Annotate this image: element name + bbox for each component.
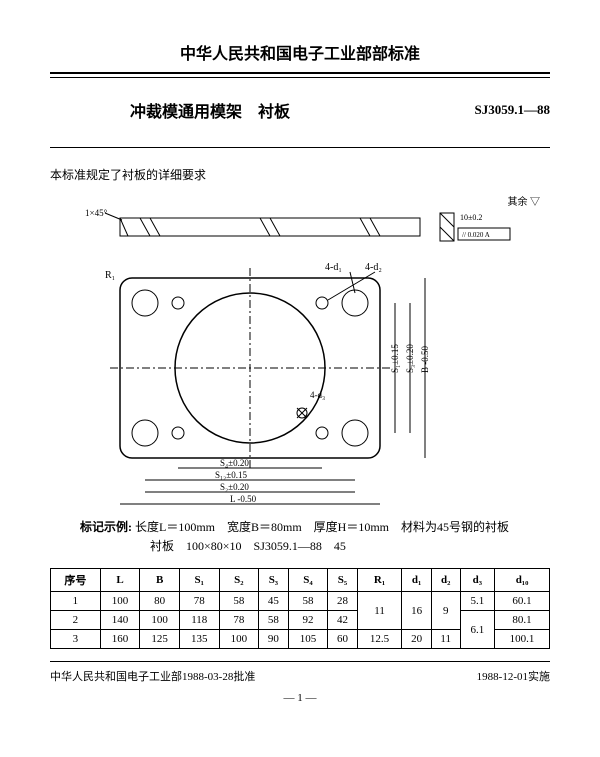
thin-rule [50,147,550,148]
marking-example: 标记示例: 长度L＝100mm 宽度B＝80mm 厚度H＝10mm 材料为45号… [50,518,550,556]
col-r1: R₁ [357,569,402,592]
hole-d3 [297,408,307,418]
col-s2: S₂ [219,569,259,592]
plan-view: R₁ 4-d₁ 4-d₂ 4-d₃ S₄±0.20 S₁₂±0.15 S₂±0.… [105,262,430,504]
dim-l: L -0.50 [230,494,257,504]
dim-h: 10±0.2 [460,213,482,222]
dim-b: B -0.50 [420,346,430,374]
dim-s2: S₂±0.20 [220,482,249,492]
dimension-table: 序号 L B S₁ S₂ S₃ S₄ S₅ R₁ d₁ d₂ d₃ d₁₀ 1 … [50,568,550,649]
example-line2: 衬板 100×80×10 SJ3059.1—88 45 [150,537,550,556]
callout-4d1: 4-d₁ [325,262,342,273]
footer-right: 1988-12-01实施 [477,668,550,684]
table-row: 2 140 100 118 78 58 92 42 6.1 80.1 [51,611,550,630]
footer-rule [50,661,550,662]
dim-s1: S₁±0.15 [390,344,400,373]
dim-s4: S₄±0.20 [220,458,249,468]
table-header-row: 序号 L B S₁ S₂ S₃ S₄ S₅ R₁ d₁ d₂ d₃ d₁₀ [51,569,550,592]
callout-r1: R₁ [105,270,115,281]
col-d1: d₁ [402,569,431,592]
dim-s3: S₃±0.20 [405,344,415,373]
top-view: 1×45° 10±0.2 // 0.020 A [85,208,510,241]
header-rule [50,72,550,78]
callout-4d2: 4-d₂ [365,262,382,273]
intro-text: 本标准规定了衬板的详细要求 [50,166,550,183]
org-title: 中华人民共和国电子工业部部标准 [50,40,550,64]
col-d2: d₂ [431,569,460,592]
col-s4: S₄ [288,569,328,592]
subtitle-row: 冲裁模通用模架 衬板 SJ3059.1—88 [50,98,550,122]
standard-code: SJ3059.1—88 [475,102,550,118]
diagram-svg: 1×45° 10±0.2 // 0.020 A [50,198,550,508]
document-page: 中华人民共和国电子工业部部标准 冲裁模通用模架 衬板 SJ3059.1—88 本… [0,0,600,724]
table-row: 1 100 80 78 58 45 58 28 11 16 9 5.1 60.1 [51,592,550,611]
col-s1: S₁ [179,569,219,592]
col-b: B [140,569,180,592]
col-d10: d₁₀ [495,569,550,592]
col-s5: S₅ [328,569,357,592]
doc-title: 冲裁模通用模架 衬板 [130,98,290,122]
surface-finish-note: 其余 ▽ [508,193,541,208]
col-seq: 序号 [51,569,101,592]
footer-left: 中华人民共和国电子工业部1988-03-28批准 [50,668,255,684]
dim-s12: S₁₂±0.15 [215,470,247,480]
col-l: L [100,569,140,592]
callout-4d3: 4-d₃ [310,390,325,400]
example-line1: 标记示例: 长度L＝100mm 宽度B＝80mm 厚度H＝10mm 材料为45号… [80,518,550,537]
page-number: — 1 — [50,692,550,704]
col-s3: S₃ [259,569,288,592]
flat-tol: // 0.020 A [462,231,490,239]
chamfer-label: 1×45° [85,208,108,218]
engineering-diagram: 其余 ▽ 1×45° 10±0.2 [50,198,550,508]
footer-row: 中华人民共和国电子工业部1988-03-28批准 1988-12-01实施 [50,668,550,684]
col-d3: d₃ [460,569,495,592]
